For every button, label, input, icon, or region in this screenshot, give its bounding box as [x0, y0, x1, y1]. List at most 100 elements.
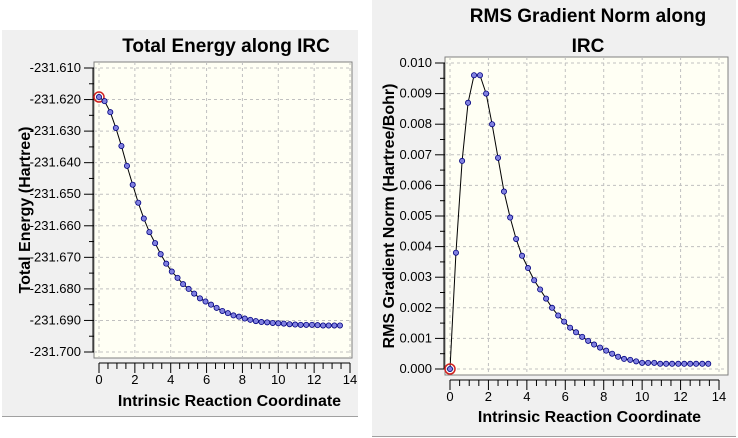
- data-point: [135, 199, 142, 206]
- data-point: [101, 98, 108, 105]
- data-point: [513, 235, 520, 242]
- data-point: [129, 181, 136, 188]
- data-point: [633, 358, 640, 365]
- data-point: [174, 274, 181, 281]
- data-point: [465, 99, 472, 106]
- data-point: [230, 312, 237, 319]
- x-tick-label: 12: [673, 389, 687, 404]
- x-tick-label: 14: [712, 389, 726, 404]
- y-tick-label: 0.010: [399, 55, 432, 70]
- y-tick-label: -231.610: [30, 60, 81, 75]
- y-tick-label: -231.660: [30, 218, 81, 233]
- y-tick-label: 0.003: [399, 269, 432, 284]
- data-point: [202, 298, 209, 305]
- data-point: [609, 350, 616, 357]
- x-tick-label: 2: [485, 389, 492, 404]
- y-tick-label: -231.670: [30, 249, 81, 264]
- gradient-chart: RMS Gradient Norm along IRC 0.010 0.009 0.00…: [381, 6, 729, 426]
- data-point: [531, 277, 538, 284]
- data-point: [555, 312, 562, 319]
- highlight-marker: [93, 91, 105, 103]
- x-tick-label: 10: [635, 389, 649, 404]
- data-point: [639, 359, 646, 366]
- data-point: [286, 321, 293, 328]
- data-point: [320, 322, 327, 329]
- data-point: [669, 360, 676, 367]
- data-point: [471, 72, 478, 79]
- data-point: [476, 72, 483, 79]
- data-point: [543, 295, 550, 302]
- data-point: [191, 290, 198, 297]
- data-point: [489, 121, 496, 128]
- y-tick-label: 0.002: [399, 300, 432, 315]
- energy-chart: Total Energy along IRC -231.610 -231.620 -2…: [17, 36, 357, 410]
- data-point: [519, 252, 526, 259]
- data-point: [314, 322, 321, 329]
- x-tick-label: 4: [167, 372, 174, 387]
- data-point: [297, 321, 304, 328]
- x-tick-label: 12: [307, 372, 321, 387]
- data-point: [627, 356, 634, 363]
- data-point: [459, 157, 466, 164]
- data-point: [495, 154, 502, 161]
- data-point: [681, 360, 688, 367]
- data-point: [331, 322, 338, 329]
- data-point: [247, 316, 254, 323]
- x-axis-label: Intrinsic Reaction Coordinate: [478, 409, 701, 426]
- data-point: [275, 320, 282, 327]
- y-tick-label: 0.007: [399, 147, 432, 162]
- data-point: [140, 215, 147, 222]
- data-point: [219, 307, 226, 314]
- data-point: [325, 322, 332, 329]
- x-tick-label: 8: [239, 372, 246, 387]
- data-point: [269, 319, 276, 326]
- data-point: [483, 90, 490, 97]
- x-tick-label: 2: [131, 372, 138, 387]
- data-point: [118, 142, 125, 149]
- gradient-chart-panel: RMS Gradient Norm along IRC 0.010 0.009 0.00…: [372, 0, 736, 437]
- highlight-marker: [444, 363, 456, 375]
- data-point: [163, 260, 170, 267]
- data-point: [597, 344, 604, 351]
- data-point: [525, 265, 532, 272]
- data-point: [675, 360, 682, 367]
- data-point: [615, 353, 622, 360]
- y-tick-label: 0.004: [399, 239, 432, 254]
- data-point: [146, 229, 153, 236]
- data-point: [303, 321, 310, 328]
- data-point: [687, 360, 694, 367]
- data-point: [213, 304, 220, 311]
- data-point: [591, 341, 598, 348]
- x-axis-label: Intrinsic Reaction Coordinate: [118, 393, 341, 410]
- data-point: [336, 322, 343, 329]
- y-tick-label: -231.680: [30, 281, 81, 296]
- data-point: [651, 359, 658, 366]
- data-point: [663, 360, 670, 367]
- y-axis-label: Total Energy (Hartree): [17, 127, 34, 294]
- data-point: [693, 360, 700, 367]
- x-tick-label: 6: [562, 389, 569, 404]
- data-point: [573, 329, 580, 336]
- x-tick-label: 8: [600, 389, 607, 404]
- data-point: [507, 214, 514, 221]
- data-point: [579, 333, 586, 340]
- chart-title: RMS Gradient Norm along: [470, 6, 706, 27]
- data-point: [537, 286, 544, 293]
- data-point: [603, 347, 610, 354]
- data-point: [452, 249, 459, 256]
- data-point: [705, 360, 712, 367]
- chart-title: IRC: [572, 36, 605, 57]
- data-point: [208, 301, 215, 308]
- data-point: [645, 359, 652, 366]
- y-axis-label: RMS Gradient Norm (Hartree/Bohr): [381, 84, 398, 349]
- y-tick-label: -231.650: [30, 186, 81, 201]
- y-tick-label: -231.700: [30, 344, 81, 359]
- data-point: [621, 355, 628, 362]
- data-point: [561, 318, 568, 325]
- chart-title: Total Energy along IRC: [122, 36, 330, 57]
- data-point: [500, 188, 507, 195]
- y-tick-label: 0.008: [399, 116, 432, 131]
- y-tick-label: 0.009: [399, 86, 432, 101]
- y-tick-label: 0.000: [399, 361, 432, 376]
- data-point: [308, 321, 315, 328]
